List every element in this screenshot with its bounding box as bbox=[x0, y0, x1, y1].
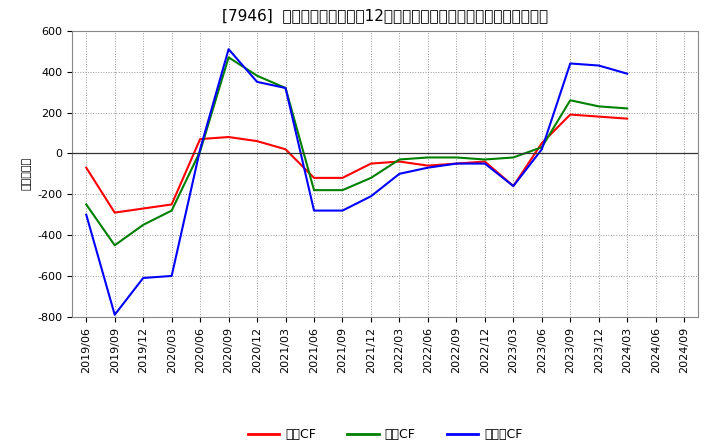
Title: [7946]  キャッシュフローの12か月移動合計の対前年同期増減額の推移: [7946] キャッシュフローの12か月移動合計の対前年同期増減額の推移 bbox=[222, 7, 548, 23]
フリーCF bbox=[167, 273, 176, 279]
フリーCF bbox=[623, 71, 631, 76]
営業CF bbox=[537, 140, 546, 146]
投資CF bbox=[310, 187, 318, 193]
フリーCF bbox=[452, 161, 461, 166]
営業CF bbox=[595, 114, 603, 119]
フリーCF bbox=[366, 194, 375, 199]
投資CF bbox=[282, 85, 290, 91]
投資CF bbox=[595, 104, 603, 109]
投資CF bbox=[537, 145, 546, 150]
フリーCF bbox=[110, 312, 119, 317]
フリーCF bbox=[537, 147, 546, 152]
投資CF bbox=[480, 157, 489, 162]
投資CF bbox=[196, 149, 204, 154]
フリーCF bbox=[225, 47, 233, 52]
フリーCF bbox=[196, 147, 204, 152]
営業CF bbox=[566, 112, 575, 117]
投資CF bbox=[395, 157, 404, 162]
フリーCF bbox=[595, 63, 603, 68]
営業CF bbox=[423, 163, 432, 168]
営業CF bbox=[366, 161, 375, 166]
営業CF bbox=[110, 210, 119, 215]
営業CF bbox=[395, 159, 404, 164]
投資CF bbox=[423, 155, 432, 160]
フリーCF bbox=[139, 275, 148, 281]
フリーCF bbox=[82, 212, 91, 217]
営業CF bbox=[623, 116, 631, 121]
投資CF bbox=[452, 155, 461, 160]
Legend: 営業CF, 投資CF, フリーCF: 営業CF, 投資CF, フリーCF bbox=[243, 423, 528, 440]
Line: フリーCF: フリーCF bbox=[86, 49, 627, 315]
投資CF bbox=[139, 222, 148, 227]
Y-axis label: （百万円）: （百万円） bbox=[22, 157, 32, 191]
営業CF bbox=[253, 139, 261, 144]
営業CF bbox=[139, 206, 148, 211]
投資CF bbox=[82, 202, 91, 207]
営業CF bbox=[82, 165, 91, 170]
Line: 営業CF: 営業CF bbox=[86, 114, 627, 213]
フリーCF bbox=[310, 208, 318, 213]
投資CF bbox=[623, 106, 631, 111]
営業CF bbox=[480, 159, 489, 164]
フリーCF bbox=[566, 61, 575, 66]
営業CF bbox=[338, 175, 347, 180]
フリーCF bbox=[395, 171, 404, 176]
Line: 投資CF: 投資CF bbox=[86, 57, 627, 245]
投資CF bbox=[225, 55, 233, 60]
営業CF bbox=[452, 161, 461, 166]
投資CF bbox=[110, 242, 119, 248]
投資CF bbox=[167, 208, 176, 213]
投資CF bbox=[253, 73, 261, 78]
フリーCF bbox=[282, 85, 290, 91]
営業CF bbox=[509, 183, 518, 189]
投資CF bbox=[366, 175, 375, 180]
営業CF bbox=[282, 147, 290, 152]
フリーCF bbox=[423, 165, 432, 170]
フリーCF bbox=[480, 161, 489, 166]
営業CF bbox=[225, 134, 233, 139]
投資CF bbox=[566, 98, 575, 103]
フリーCF bbox=[338, 208, 347, 213]
投資CF bbox=[509, 155, 518, 160]
営業CF bbox=[196, 136, 204, 142]
営業CF bbox=[167, 202, 176, 207]
フリーCF bbox=[509, 183, 518, 189]
投資CF bbox=[338, 187, 347, 193]
フリーCF bbox=[253, 79, 261, 84]
営業CF bbox=[310, 175, 318, 180]
